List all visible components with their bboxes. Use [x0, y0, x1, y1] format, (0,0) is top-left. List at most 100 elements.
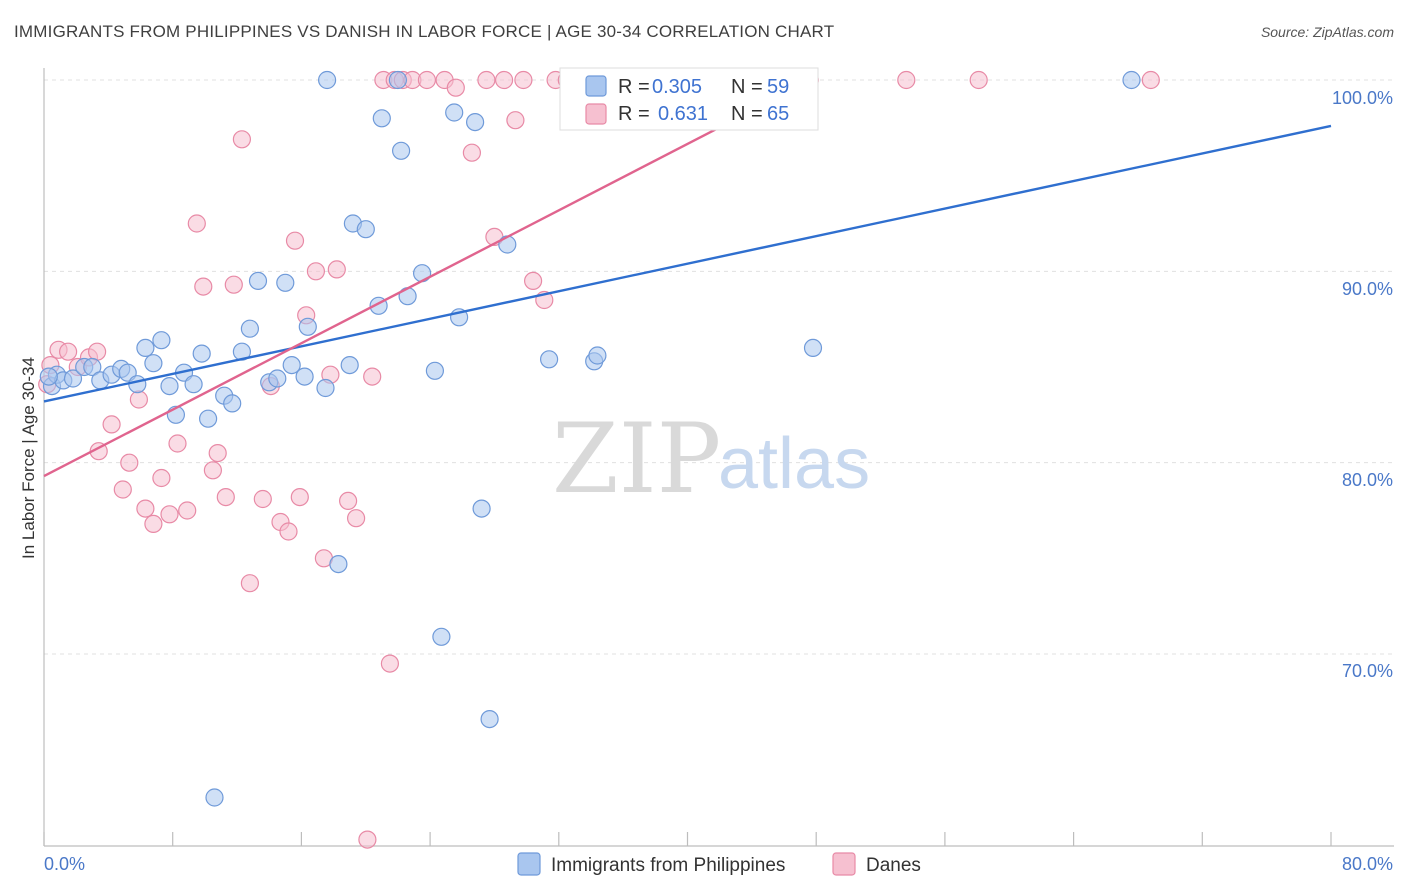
danes-point [306, 262, 325, 281]
danes-point [224, 275, 243, 294]
philippines-point [388, 70, 407, 90]
philippines-point [136, 338, 155, 357]
philippines-point [372, 109, 391, 128]
philippines-point [199, 409, 218, 428]
danes-point [58, 342, 78, 361]
danes-point [290, 488, 309, 507]
philippines-point [63, 369, 83, 388]
y-tick-label-100: 100.0% [1332, 88, 1393, 108]
trend-lines [43, 78, 1332, 478]
philippines-point [498, 235, 517, 254]
philippines-point [152, 331, 171, 350]
y-tick-label-90: 90.0% [1342, 279, 1393, 299]
legend-r-value-blue: 0.305 [652, 76, 702, 98]
x-axis-ticks [43, 832, 1332, 846]
philippines-point [480, 709, 499, 729]
philippines-point [184, 375, 203, 394]
danes-point [969, 70, 988, 90]
philippines-point [539, 350, 559, 369]
philippines-trend-line [43, 124, 1332, 403]
bottom-legend-swatch-danes[interactable] [832, 852, 856, 876]
philippines-point [392, 141, 411, 160]
legend-n-label-pink: N = [731, 103, 763, 125]
danes-point [208, 444, 227, 463]
bottom-legend-label-philippines[interactable]: Immigrants from Philippines [551, 855, 785, 876]
danes-point [358, 830, 377, 849]
philippines-point [39, 367, 58, 386]
y-axis-title: In Labor Force | Age 30-34 [19, 357, 38, 559]
philippines-point [356, 220, 375, 239]
danes-point [339, 491, 358, 510]
legend-r-label-pink: R = [618, 103, 650, 125]
danes-point [495, 70, 514, 90]
philippines-point [588, 346, 607, 365]
philippines-point [128, 375, 147, 394]
danes-point [87, 342, 107, 361]
legend-swatch-pink [585, 103, 607, 125]
danes-point [144, 514, 163, 534]
danes-point [102, 415, 121, 434]
chart-title: IMMIGRANTS FROM PHILIPPINES VS DANISH IN… [14, 22, 835, 41]
philippines-point [268, 369, 287, 388]
danes-point [285, 231, 305, 250]
y-tick-label-80: 80.0% [1342, 470, 1393, 490]
legend-r-label-blue: R = [618, 76, 650, 98]
danes-point [380, 654, 399, 673]
y-tick-label-70: 70.0% [1342, 661, 1393, 681]
legend-swatch-blue [585, 75, 607, 97]
danes-point [446, 78, 465, 97]
philippines-point [432, 627, 451, 646]
philippines-point [192, 344, 211, 363]
gridlines [44, 79, 1394, 655]
danes-point [187, 214, 206, 233]
series-legend: Immigrants from Philippines Danes [517, 852, 921, 876]
legend-n-value-blue: 59 [767, 76, 789, 98]
philippines-point [340, 356, 359, 375]
philippines-point [298, 317, 317, 336]
danes-point [203, 461, 222, 480]
danes-point [279, 522, 298, 541]
correlation-legend: R = 0.305 N = 59 R = 0.631 N = 65 [559, 67, 819, 131]
philippines-point [223, 394, 242, 413]
bottom-legend-swatch-philippines[interactable] [517, 852, 541, 876]
danes-point [152, 468, 171, 488]
danes-point [129, 390, 148, 409]
axes [43, 68, 1394, 847]
danes-point [136, 499, 155, 518]
danes-point [327, 260, 346, 279]
danes-point [240, 574, 259, 593]
danes-point [194, 277, 213, 296]
philippines-point [282, 356, 301, 375]
danes-point [253, 489, 272, 509]
danes-point [523, 271, 543, 290]
danes-point [168, 434, 187, 453]
philippines-point [295, 367, 314, 386]
philippines-point [240, 319, 259, 338]
philippines-point [472, 499, 491, 518]
danes-point [232, 130, 251, 149]
philippines-point [329, 554, 348, 574]
legend-r-value-pink: 0.631 [658, 103, 708, 125]
philippines-point [248, 271, 268, 290]
watermark-atlas: atlas [718, 424, 870, 504]
y-tick-labels: 100.0% 90.0% 80.0% 70.0% [1332, 88, 1393, 681]
source-label: Source: ZipAtlas.com [1260, 24, 1394, 40]
legend-n-label-blue: N = [731, 76, 763, 98]
x-tick-labels: 0.0% 80.0% [44, 854, 1393, 874]
philippines-point [466, 112, 485, 132]
philippines-point [205, 788, 224, 807]
philippines-point [160, 377, 179, 396]
danes-point [347, 509, 366, 528]
bottom-legend-label-danes[interactable]: Danes [866, 855, 921, 876]
philippines-points [39, 70, 1141, 807]
philippines-point [83, 357, 102, 377]
philippines-point [445, 103, 464, 122]
philippines-point [1122, 70, 1141, 90]
philippines-point [144, 354, 163, 373]
danes-point [178, 501, 197, 520]
philippines-point [276, 273, 295, 292]
danes-point [897, 70, 916, 90]
philippines-point [803, 338, 823, 357]
danes-point [113, 480, 132, 499]
